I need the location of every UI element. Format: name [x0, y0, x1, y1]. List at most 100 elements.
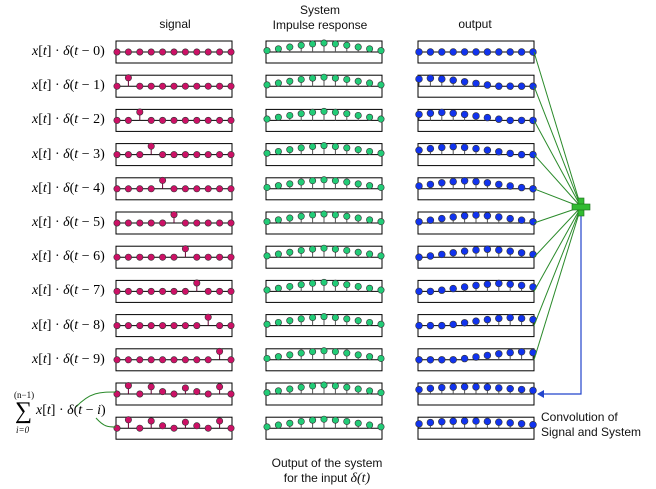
- impulse-sample: [297, 246, 305, 254]
- sum-line: [533, 206, 582, 326]
- signal-sample: [124, 74, 132, 82]
- bottom-note: Output of the system for the input δ(t): [252, 456, 402, 486]
- output-sample: [483, 280, 492, 288]
- signal-sample: [170, 356, 178, 364]
- output-sample: [415, 356, 423, 364]
- combined-signal-sample: [204, 424, 212, 432]
- combined-output-sample: [506, 384, 514, 393]
- combined-impulse-sample: [297, 417, 305, 425]
- signal-sample: [124, 116, 132, 124]
- output-sample: [472, 317, 480, 325]
- signal-sample: [204, 82, 212, 90]
- signal-sample: [170, 253, 178, 261]
- output-sample: [426, 109, 435, 117]
- output-sample: [415, 218, 423, 226]
- signal-sample: [193, 219, 201, 227]
- impulse-sample: [274, 250, 282, 258]
- combined-impulse-sample: [263, 389, 271, 397]
- row-label-shift: 2: [93, 112, 101, 128]
- row-label: x[t] · δ(t − 9): [32, 351, 105, 367]
- signal-sample: [147, 142, 155, 150]
- signal-sample: [170, 322, 178, 330]
- output-sample: [415, 321, 423, 330]
- impulse-sample: [286, 146, 294, 154]
- signal-sample: [113, 287, 121, 295]
- signal-sample: [227, 287, 235, 295]
- combined-output-sample: [415, 420, 423, 428]
- signal-sample: [136, 185, 144, 193]
- signal-sample: [204, 185, 212, 193]
- signal-sample: [181, 116, 189, 124]
- signal-sample: [159, 176, 167, 184]
- impulse-sample: [331, 143, 339, 151]
- impulse-sample: [320, 73, 328, 81]
- signal-sample: [124, 219, 132, 227]
- output-column-header: output: [458, 17, 492, 31]
- signal-sample: [193, 356, 201, 364]
- signal-sample: [113, 356, 121, 364]
- signal-sample: [159, 253, 167, 261]
- output-sample: [529, 185, 537, 193]
- sum-bracket-upper: [75, 391, 117, 408]
- combined-signal-sample: [147, 417, 155, 425]
- signal-sample: [181, 151, 189, 159]
- output-sample: [483, 212, 492, 220]
- signal-sample: [147, 48, 155, 56]
- combined-signal-sample: [170, 424, 178, 432]
- output-sample: [495, 246, 503, 254]
- sum-line: [533, 120, 582, 208]
- sum-line: [533, 154, 582, 208]
- output-sample: [483, 48, 492, 56]
- signal-sample: [193, 116, 201, 124]
- system-header-line1: System: [299, 3, 340, 17]
- sum-line: [533, 206, 582, 360]
- impulse-sample: [377, 252, 385, 260]
- impulse-sample: [366, 318, 374, 326]
- sum-line: [533, 86, 582, 208]
- impulse-sample: [320, 278, 328, 286]
- impulse-sample: [274, 113, 282, 121]
- output-sample: [460, 212, 469, 220]
- output-sample: [438, 143, 446, 152]
- impulse-sample: [309, 74, 317, 82]
- combined-impulse-sample: [320, 381, 328, 389]
- signal-sample: [204, 313, 212, 321]
- combined-signal-sample: [124, 382, 132, 390]
- signal-sample: [159, 287, 167, 295]
- sum-bracket-lower: [95, 417, 117, 428]
- output-sample: [438, 356, 446, 364]
- signal-sample: [124, 356, 132, 364]
- row-label: x[t] · δ(t − 7): [32, 283, 105, 299]
- combined-impulse-sample: [331, 382, 339, 390]
- impulse-sample: [286, 180, 294, 188]
- combined-output-sample: [517, 385, 526, 394]
- impulse-sample: [377, 286, 385, 294]
- impulse-sample: [320, 142, 328, 150]
- combined-output-sample: [529, 421, 537, 429]
- signal-sample: [159, 356, 167, 364]
- output-sample: [449, 177, 457, 186]
- signal-sample: [216, 287, 224, 295]
- impulse-sample: [263, 354, 271, 362]
- combined-impulse-sample: [309, 382, 317, 390]
- output-sample: [517, 249, 526, 257]
- impulse-sample: [366, 147, 374, 155]
- signal-sample: [227, 253, 235, 261]
- impulse-sample: [263, 115, 271, 123]
- output-sample: [495, 279, 503, 288]
- result-arrow-line: [538, 215, 582, 395]
- output-sample: [415, 75, 423, 83]
- output-sample: [415, 253, 423, 261]
- signal-sample: [113, 253, 121, 261]
- impulse-sample: [286, 248, 294, 256]
- signal-sample: [170, 151, 178, 159]
- signal-sample: [227, 82, 235, 90]
- impulse-sample: [286, 77, 294, 85]
- impulse-sample: [331, 245, 339, 253]
- row-label: x[t] · δ(t − 8): [32, 317, 105, 333]
- impulse-sample: [274, 284, 282, 292]
- impulse-sample: [297, 349, 305, 357]
- impulse-sample: [263, 286, 271, 294]
- row-label-shift: 6: [93, 249, 101, 265]
- impulse-sample: [263, 218, 271, 226]
